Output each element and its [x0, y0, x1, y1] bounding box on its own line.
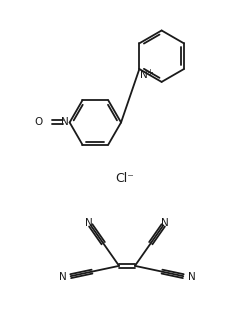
- Text: N: N: [187, 272, 195, 282]
- Text: Cl⁻: Cl⁻: [115, 172, 134, 185]
- Text: N: N: [85, 218, 92, 228]
- Text: N: N: [58, 272, 66, 282]
- Text: N: N: [139, 70, 147, 80]
- Text: O: O: [35, 117, 43, 128]
- Text: +: +: [145, 68, 152, 77]
- Text: N: N: [61, 117, 68, 128]
- Text: N: N: [161, 218, 168, 228]
